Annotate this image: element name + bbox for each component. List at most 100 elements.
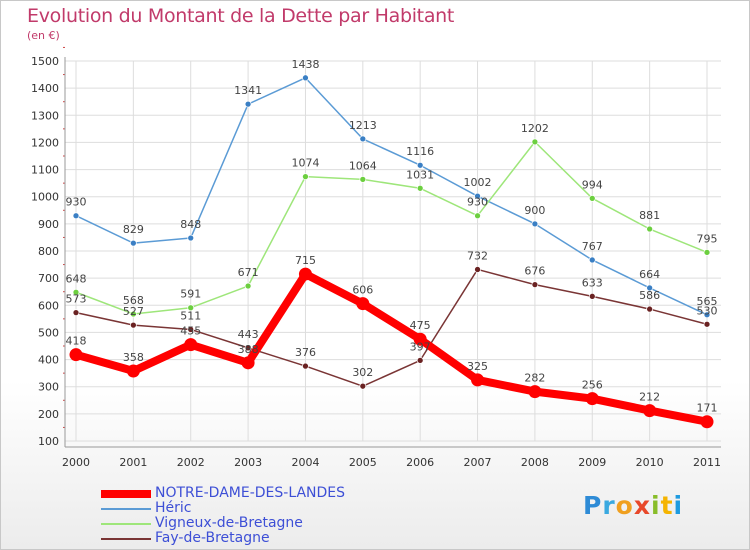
y-tick-label: 1000 [31,191,59,204]
data-label: 767 [582,240,603,253]
data-point [356,297,370,311]
legend-label: NOTRE-DAME-DES-LANDES [155,485,346,501]
data-point [474,266,481,273]
data-point [588,292,596,300]
data-label: 1064 [349,159,377,172]
data-point [416,184,424,192]
data-point [703,320,711,328]
series-line [75,77,708,316]
y-tick-label: 800 [38,245,59,258]
chart-subtitle: (en €) [27,29,60,42]
chart-title: Evolution du Montant de la Dette par Hab… [27,5,455,27]
legend-label: Vigneux-de-Bretagne [155,515,303,531]
data-label: 606 [352,284,373,297]
data-point [298,267,312,281]
data-point [72,212,80,220]
data-label: 648 [66,272,87,285]
data-label: 664 [639,268,660,281]
x-tick-label: 2004 [291,456,319,469]
proxiti-logo: Proxiti [583,491,684,520]
data-label: 1202 [521,122,549,135]
data-label: 732 [467,249,488,262]
data-label: 1031 [406,168,434,181]
data-label: 282 [524,372,545,385]
data-point [359,175,367,183]
x-tick-label: 2001 [119,456,147,469]
data-point [187,326,195,333]
data-label: 568 [123,294,144,307]
data-point [646,305,653,313]
data-label: 994 [582,178,603,191]
data-point [130,310,137,318]
x-tick-label: 2002 [177,456,205,469]
data-label: 900 [524,204,545,217]
legend-label: Héric [155,500,192,516]
data-label: 795 [697,232,718,245]
y-tick-label: 700 [38,272,59,285]
data-point [130,321,137,329]
data-label: 376 [295,346,316,359]
data-point [69,348,83,362]
data-label: 325 [467,360,488,373]
data-point [72,309,80,316]
y-tick-label: 200 [38,408,59,421]
data-point [187,234,195,242]
y-tick-label: 300 [38,381,59,394]
data-label: 418 [66,335,87,348]
data-point [416,161,424,169]
data-point [359,135,367,143]
legend-swatch [101,490,151,498]
x-tick-label: 2011 [693,456,721,469]
x-tick-label: 2007 [464,456,492,469]
y-tick-label: 1100 [31,164,59,177]
data-label: 443 [238,328,259,341]
x-tick-label: 2009 [578,456,606,469]
series-line [72,270,711,426]
data-label: 1341 [234,84,262,97]
data-point [130,239,137,247]
data-label: 848 [180,218,201,231]
data-point [302,173,309,180]
data-label: 397 [410,340,431,353]
data-point [416,357,424,364]
data-label: 586 [639,289,660,302]
data-label: 511 [180,309,201,322]
data-point [643,404,657,418]
data-point [359,382,367,390]
data-label: 881 [639,209,660,222]
data-label: 671 [238,266,259,279]
data-label: 455 [180,325,201,338]
y-tick-label: 1400 [31,82,59,95]
data-point [184,338,198,352]
data-point [588,256,596,264]
data-label: 302 [352,366,373,379]
x-tick-label: 2000 [62,456,90,469]
data-point [588,194,596,202]
data-point [531,281,539,289]
legend-swatch [101,508,151,510]
data-point [302,74,309,82]
y-tick-label: 1200 [31,136,59,149]
x-tick-label: 2003 [234,456,262,469]
data-point [646,284,653,292]
y-tick-label: 600 [38,299,59,312]
x-tick-label: 2008 [521,456,549,469]
data-point [474,212,481,220]
data-label: 1074 [291,157,319,170]
series-line [75,141,708,315]
data-point [241,356,255,370]
data-label: 256 [582,379,603,392]
data-point [528,385,542,399]
data-label: 475 [410,319,431,332]
data-point [126,364,140,378]
data-point [703,249,711,256]
y-tick-label: 1300 [31,109,59,122]
data-point [244,100,252,108]
legend-label: Fay-de-Bretagne [155,530,270,546]
y-tick-label: 100 [38,435,59,448]
data-point [700,415,714,429]
data-label: 171 [697,402,718,415]
data-point [646,225,653,233]
